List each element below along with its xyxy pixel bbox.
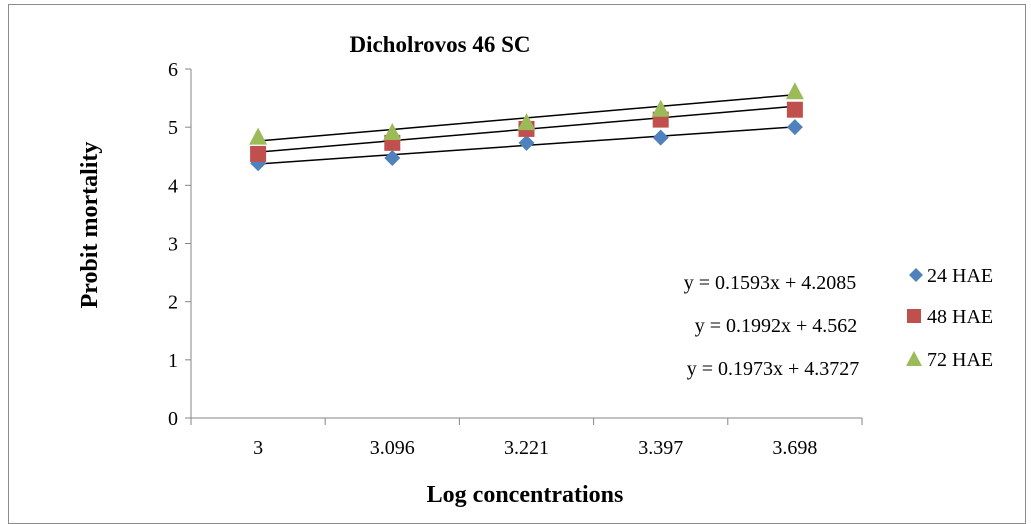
point-48-hae [786,101,803,118]
point-72-hae [517,113,536,131]
x-axis-title: Log concentrations [427,482,624,508]
y-tick-label: 2 [168,292,178,314]
y-axis-title: Probit mortality [77,142,103,309]
point-48-hae [250,145,267,162]
y-tick-label: 4 [168,175,178,197]
point-72-hae [785,82,804,100]
equation-72-hae: y = 0.1992x + 4.562 [695,315,858,337]
y-tick-label: 1 [168,350,178,372]
legend-marker-48-hae [907,309,921,323]
x-tick-label: 3 [253,437,263,459]
point-72-hae [249,127,268,145]
y-tick-label: 5 [168,117,178,139]
legend-label-48-hae: 48 HAE [927,306,993,328]
y-tick-label: 3 [168,234,178,256]
legend-marker-72-hae [906,351,922,366]
point-72-hae [651,99,670,117]
legend: 24 HAE 48 HAE 72 HAE [906,265,993,371]
point-72-hae [383,122,402,140]
x-tick-label: 3.397 [638,437,683,459]
x-tick-label: 3.221 [504,437,549,459]
legend-label-24-hae: 24 HAE [927,265,993,287]
y-tick-label: 0 [168,408,178,430]
equation-48-hae: y = 0.1973x + 4.3727 [687,358,860,380]
point-24-hae [384,149,401,166]
chart-title: Dicholrovos 46 SC [349,32,530,57]
y-tick-label: 6 [168,59,178,81]
x-tick-label: 3.698 [772,437,817,459]
point-24-hae [786,119,803,136]
chart: Dicholrovos 46 SC Probit mortality Log c… [77,32,993,508]
point-24-hae [518,134,535,151]
legend-marker-24-hae [909,268,923,282]
data-points [249,82,804,172]
equation-24-hae: y = 0.1593x + 4.2085 [684,272,857,294]
point-24-hae [652,129,669,146]
x-tick-label: 3.096 [370,437,415,459]
axis-ticks: 0 1 2 3 4 5 6 3 3.096 3.221 3.397 3.698 [168,59,863,459]
legend-label-72-hae: 72 HAE [927,349,993,371]
